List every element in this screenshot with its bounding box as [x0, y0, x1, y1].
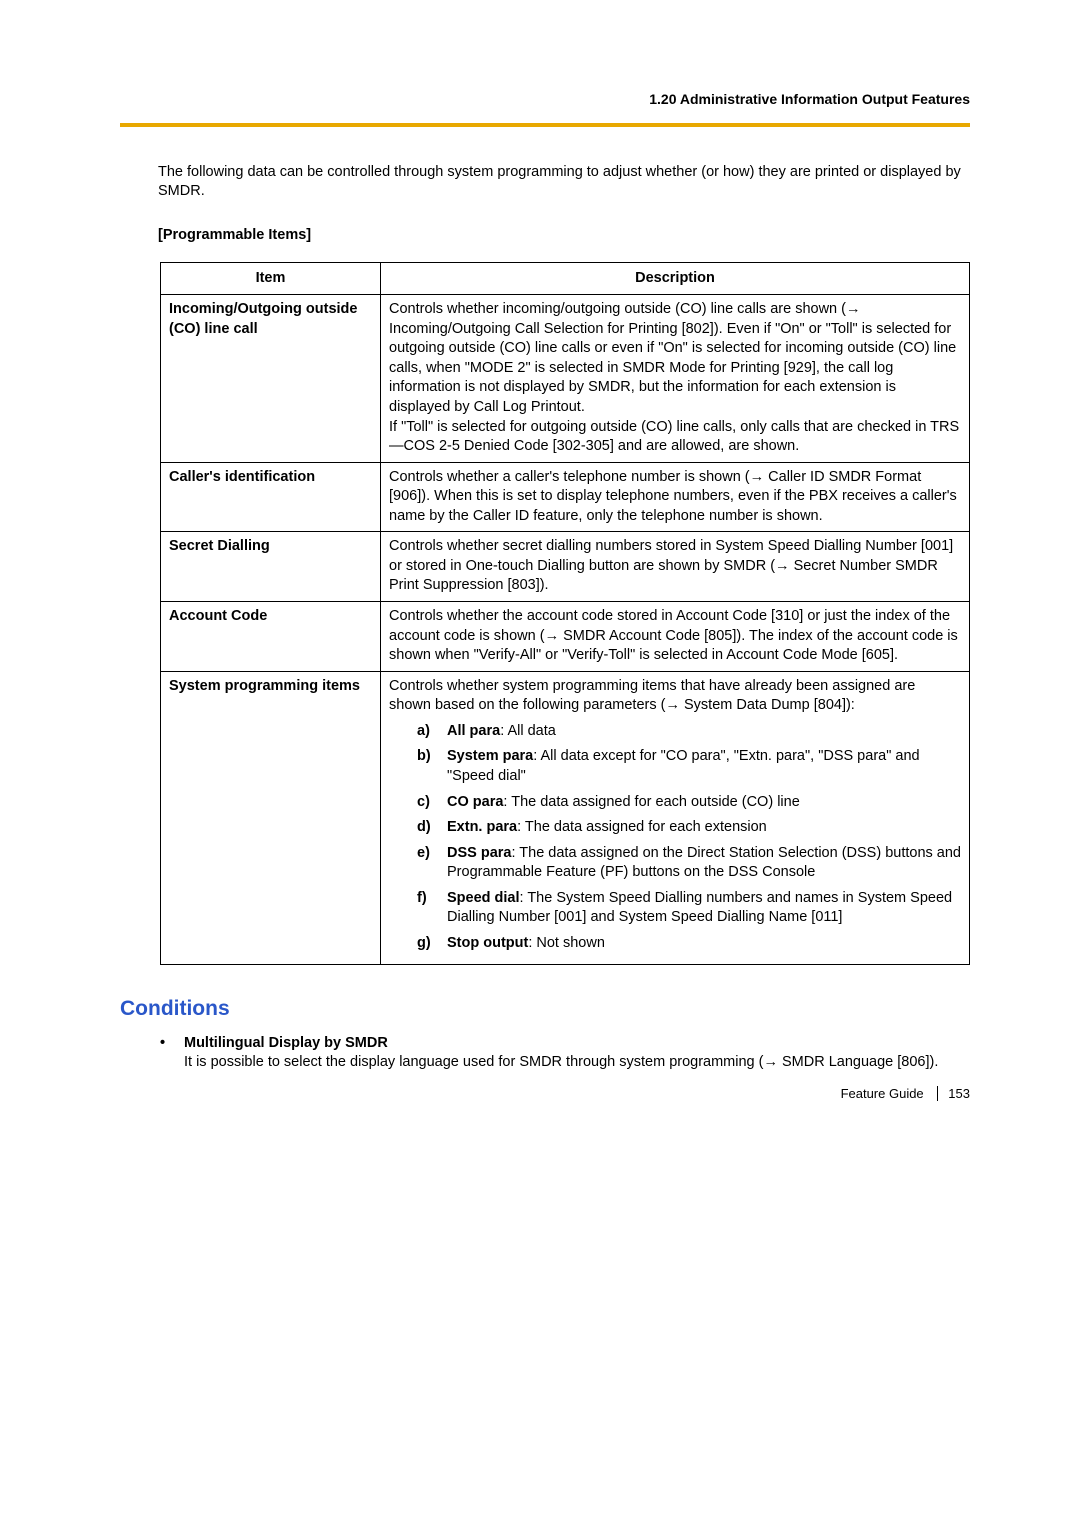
programmable-items-table: Item Description Incoming/Outgoing outsi… [160, 262, 970, 966]
list-body: Extn. para: The data assigned for each e… [447, 818, 767, 838]
list-item: e) DSS para: The data assigned on the Di… [417, 844, 961, 883]
list-label: DSS para [447, 845, 511, 861]
list-label: CO para [447, 794, 503, 810]
list-body: System para: All data except for "CO par… [447, 747, 961, 786]
desc-text: Controls whether incoming/outgoing outsi… [389, 301, 846, 317]
list-body: All para: All data [447, 722, 556, 742]
item-cell: Account Code [161, 602, 381, 672]
condition-bullet: • Multilingual Display by SMDR It is pos… [160, 1034, 970, 1073]
item-cell: System programming items [161, 671, 381, 965]
list-body: Speed dial: The System Speed Dialling nu… [447, 889, 961, 928]
item-cell: Incoming/Outgoing outside (CO) line call [161, 295, 381, 463]
table-row: Secret Dialling Controls whether secret … [161, 532, 970, 602]
list-letter: b) [417, 747, 447, 786]
desc-cell: Controls whether system programming item… [381, 671, 970, 965]
conditions-heading: Conditions [120, 995, 970, 1023]
col-header-description: Description [381, 262, 970, 295]
list-text: : Not shown [528, 935, 605, 951]
desc-text: If "Toll" is selected for outgoing outsi… [389, 419, 959, 455]
desc-text: Incoming/Outgoing Call Selection for Pri… [389, 321, 956, 415]
condition-text-a: It is possible to select the display lan… [184, 1054, 763, 1070]
list-label: Stop output [447, 935, 528, 951]
list-item: c) CO para: The data assigned for each o… [417, 793, 961, 813]
list-body: Stop output: Not shown [447, 934, 605, 954]
desc-cell: Controls whether secret dialling numbers… [381, 532, 970, 602]
page-footer: Feature Guide 153 [841, 1085, 970, 1103]
bullet-body: Multilingual Display by SMDR It is possi… [184, 1034, 970, 1073]
table-row: Account Code Controls whether the accoun… [161, 602, 970, 672]
intro-paragraph: The following data can be controlled thr… [158, 163, 970, 202]
list-item: g) Stop output: Not shown [417, 934, 961, 954]
list-label: Extn. para [447, 819, 517, 835]
list-letter: c) [417, 793, 447, 813]
list-text: : The data assigned on the Direct Statio… [447, 845, 961, 881]
arrow-icon: → [665, 697, 680, 713]
desc-text: System Data Dump [804]): [680, 697, 855, 713]
item-cell: Caller's identification [161, 462, 381, 532]
item-cell: Secret Dialling [161, 532, 381, 602]
footer-page-number: 153 [948, 1086, 970, 1101]
programmable-items-heading: [Programmable Items] [158, 226, 970, 246]
desc-cell: Controls whether incoming/outgoing outsi… [381, 295, 970, 463]
list-item: f) Speed dial: The System Speed Dialling… [417, 889, 961, 928]
bullet-icon: • [160, 1034, 184, 1073]
list-label: System para [447, 748, 533, 764]
table-row: Caller's identification Controls whether… [161, 462, 970, 532]
arrow-icon: → [846, 301, 861, 317]
list-item: a) All para: All data [417, 722, 961, 742]
list-text: : The data assigned for each outside (CO… [503, 794, 799, 810]
footer-doc-title: Feature Guide [841, 1086, 924, 1101]
condition-text: It is possible to select the display lan… [184, 1053, 970, 1073]
col-header-item: Item [161, 262, 381, 295]
list-body: CO para: The data assigned for each outs… [447, 793, 800, 813]
arrow-icon: → [545, 628, 560, 644]
list-letter: d) [417, 818, 447, 838]
list-label: Speed dial [447, 890, 520, 906]
list-text: : The data assigned for each extension [517, 819, 767, 835]
list-letter: g) [417, 934, 447, 954]
desc-cell: Controls whether a caller's telephone nu… [381, 462, 970, 532]
list-label: All para [447, 723, 500, 739]
arrow-icon: → [775, 558, 790, 574]
footer-separator [937, 1086, 938, 1101]
list-text: : All data [500, 723, 556, 739]
list-text: : The System Speed Dialling numbers and … [447, 890, 952, 926]
list-body: DSS para: The data assigned on the Direc… [447, 844, 961, 883]
condition-text-b: SMDR Language [806]). [778, 1054, 938, 1070]
desc-cell: Controls whether the account code stored… [381, 602, 970, 672]
table-row: System programming items Controls whethe… [161, 671, 970, 965]
list-item: d) Extn. para: The data assigned for eac… [417, 818, 961, 838]
list-letter: f) [417, 889, 447, 928]
list-letter: a) [417, 722, 447, 742]
list-letter: e) [417, 844, 447, 883]
condition-title: Multilingual Display by SMDR [184, 1034, 970, 1054]
list-item: b) System para: All data except for "CO … [417, 747, 961, 786]
table-row: Incoming/Outgoing outside (CO) line call… [161, 295, 970, 463]
section-header: 1.20 Administrative Information Output F… [120, 90, 970, 127]
arrow-icon: → [763, 1054, 778, 1070]
desc-text: Controls whether a caller's telephone nu… [389, 469, 750, 485]
parameter-list: a) All para: All data b) System para: Al… [389, 722, 961, 954]
arrow-icon: → [750, 469, 765, 485]
